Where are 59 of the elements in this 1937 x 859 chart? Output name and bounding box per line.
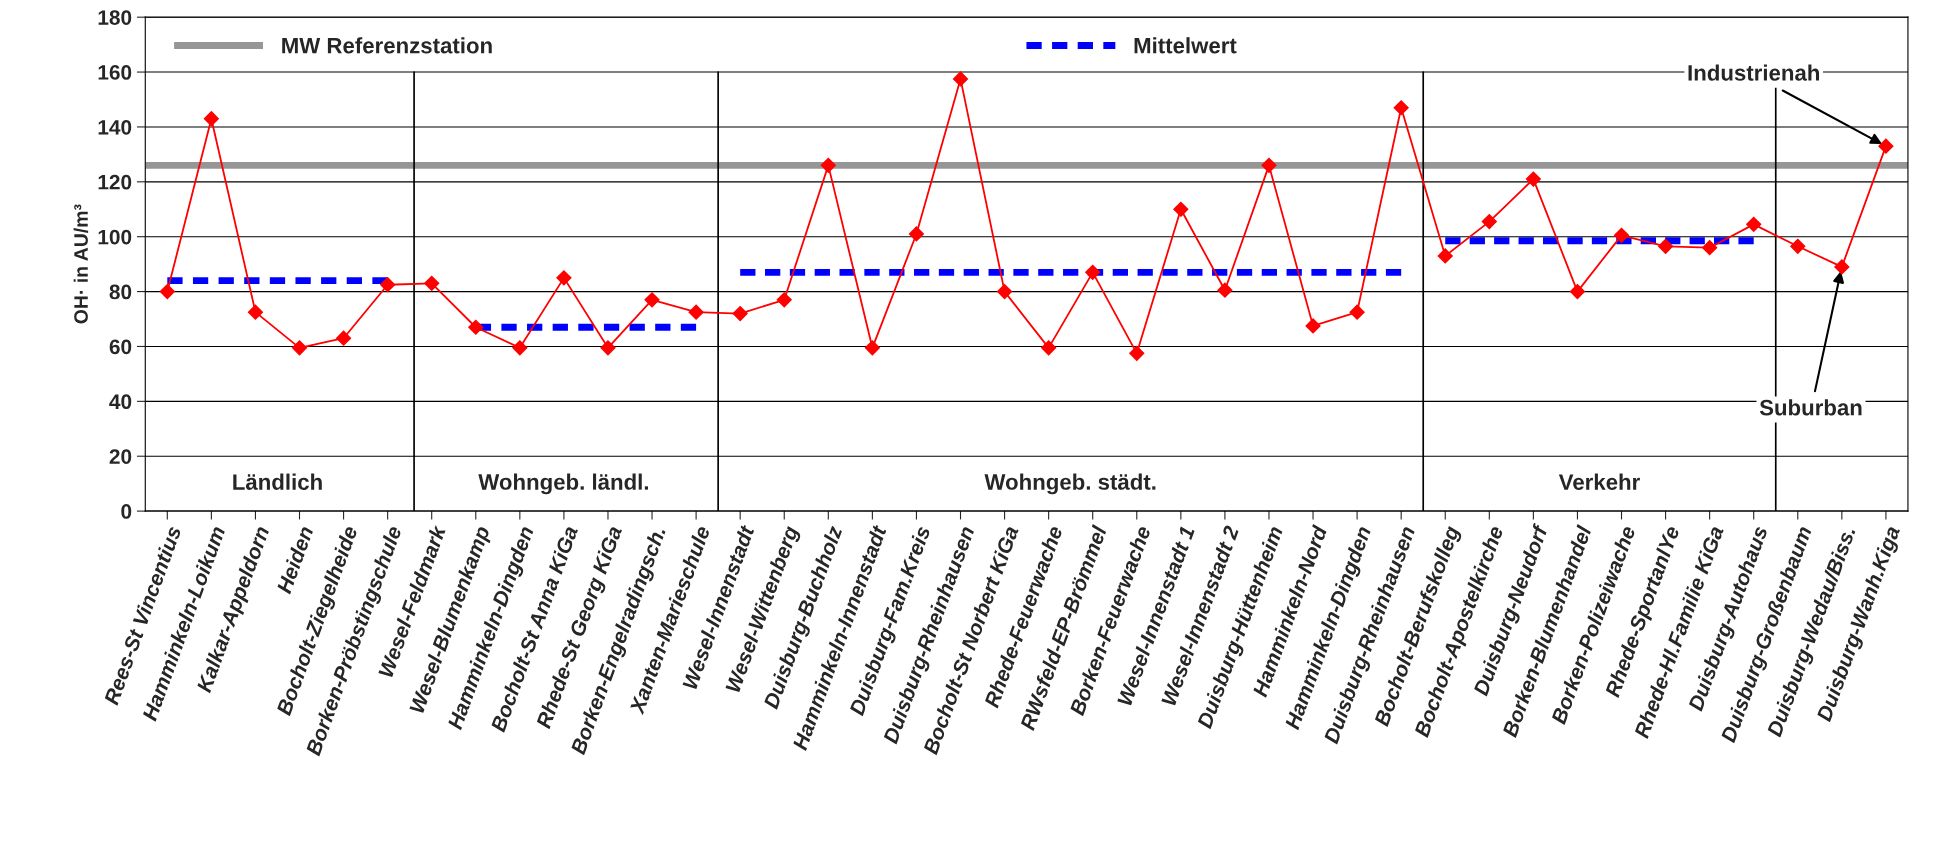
point	[512, 340, 528, 356]
y-tick-label: 0	[121, 504, 132, 519]
point	[1437, 248, 1453, 264]
point	[1085, 264, 1101, 280]
point	[380, 277, 396, 293]
y-axis-title: OH· in AU/m³	[73, 204, 89, 324]
point	[820, 157, 836, 173]
y-tick-label: 140	[98, 119, 132, 135]
y-tick-label: 180	[98, 10, 132, 25]
point	[688, 304, 704, 320]
point	[291, 340, 308, 356]
point	[336, 330, 352, 346]
point	[864, 340, 880, 356]
point	[556, 270, 572, 286]
point	[468, 319, 484, 335]
point	[1746, 216, 1762, 232]
y-tick-label: 100	[98, 229, 132, 245]
annotation: Ländlich	[233, 473, 322, 490]
point	[1878, 138, 1894, 154]
annotation: Verkehr	[1558, 473, 1640, 490]
point	[1129, 345, 1145, 361]
point	[1217, 282, 1233, 298]
point	[424, 275, 440, 291]
y-tick-label: 40	[109, 394, 132, 410]
point	[600, 340, 616, 356]
point	[1173, 201, 1189, 217]
point	[159, 284, 175, 300]
point	[997, 284, 1013, 300]
annotation: Industrienah	[1688, 64, 1820, 81]
point	[1261, 157, 1277, 173]
annotation: Wohngeb. städt.	[984, 473, 1156, 495]
legend-label: Mittelwert	[1134, 37, 1237, 54]
point	[776, 292, 792, 308]
point	[203, 111, 219, 127]
point	[1569, 284, 1586, 300]
point	[1393, 100, 1409, 116]
point	[1481, 214, 1497, 230]
point	[644, 292, 660, 308]
point	[1041, 340, 1057, 356]
y-tick-label: 80	[109, 284, 132, 300]
point	[1525, 171, 1541, 187]
point	[732, 305, 748, 322]
point	[247, 304, 264, 320]
y-tick-label: 20	[109, 449, 132, 464]
point	[952, 71, 969, 87]
legend-label: MW Referenzstation	[282, 37, 492, 54]
y-tick-label: 160	[98, 65, 132, 80]
point	[1349, 304, 1365, 320]
point	[1790, 238, 1806, 254]
point	[1305, 318, 1321, 334]
point	[908, 226, 925, 242]
y-tick-label: 120	[98, 174, 132, 190]
annotation: Wohngeb. ländl.	[478, 473, 648, 495]
point	[1702, 240, 1718, 256]
y-tick-label: 60	[109, 339, 132, 355]
annotation: Suburban	[1759, 399, 1862, 416]
point	[1834, 259, 1850, 275]
point	[1658, 238, 1674, 254]
point	[1613, 227, 1630, 243]
